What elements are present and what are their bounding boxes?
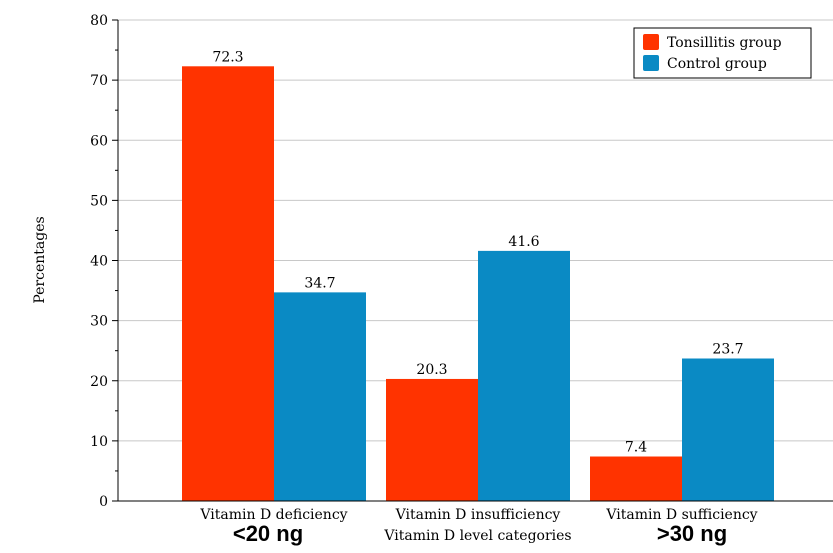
bar-tonsillitis-1 xyxy=(386,378,478,501)
sufficiency-threshold-label: >30 ng xyxy=(657,521,727,546)
category-label: Vitamin D insufficiency xyxy=(395,507,561,523)
bar-control-0 xyxy=(274,292,366,501)
deficiency-threshold-label: <20 ng xyxy=(233,521,303,546)
x-axis-title: Vitamin D level categories xyxy=(383,528,571,544)
data-label: 34.7 xyxy=(304,275,335,291)
data-label: 20.3 xyxy=(416,362,447,378)
y-tick-label: 60 xyxy=(90,133,108,149)
data-labels: 72.3 34.7 20.3 41.6 7.4 23.7 xyxy=(212,49,743,455)
y-tick-label: 40 xyxy=(90,254,108,270)
legend-swatch-tonsillitis xyxy=(643,34,659,50)
legend-label-tonsillitis: Tonsillitis group xyxy=(667,35,782,51)
category-label: Vitamin D deficiency xyxy=(199,507,347,523)
data-label: 41.6 xyxy=(508,234,539,250)
bar-tonsillitis-0 xyxy=(182,66,274,501)
y-tick-label: 20 xyxy=(90,374,108,390)
bars xyxy=(182,66,774,501)
legend-frame xyxy=(633,27,812,79)
y-tick-label: 80 xyxy=(90,13,108,29)
y-tick-label: 30 xyxy=(90,314,108,330)
bar-tonsillitis-2 xyxy=(590,456,682,501)
bar-control-2 xyxy=(682,358,774,501)
y-tick-label: 70 xyxy=(90,73,108,89)
data-label: 23.7 xyxy=(712,342,743,358)
bar-control-1 xyxy=(478,250,570,501)
category-label: Vitamin D sufficiency xyxy=(605,507,757,523)
y-ticks: 0 10 20 30 40 50 60 70 80 xyxy=(90,13,118,510)
category-labels: Vitamin D deficiency Vitamin D insufficie… xyxy=(199,507,757,523)
y-axis-title: Percentages xyxy=(32,216,48,303)
legend: Tonsillitis group Control group xyxy=(633,27,812,79)
legend-swatch-control xyxy=(643,55,659,71)
data-label: 7.4 xyxy=(625,440,647,456)
y-tick-label: 10 xyxy=(90,434,108,450)
y-tick-label: 0 xyxy=(99,494,108,510)
data-label: 72.3 xyxy=(212,49,243,65)
y-tick-label: 50 xyxy=(90,193,108,209)
legend-label-control: Control group xyxy=(667,56,767,72)
